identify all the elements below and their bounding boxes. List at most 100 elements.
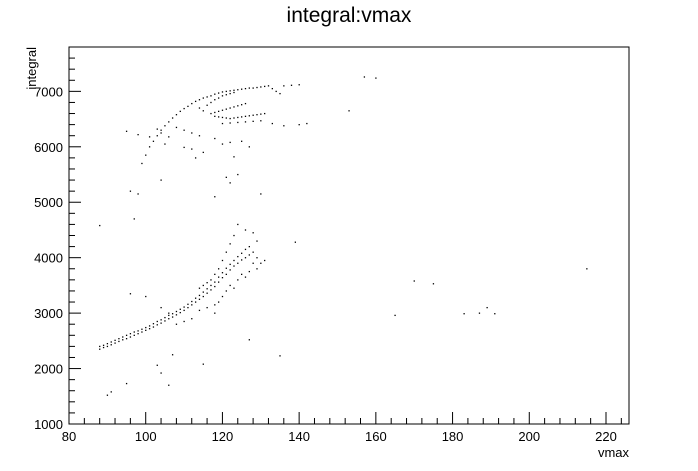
data-point: [125, 338, 128, 340]
data-point: [256, 86, 258, 89]
data-point: [191, 132, 193, 134]
data-point: [171, 117, 174, 119]
data-point: [229, 122, 231, 124]
data-point: [183, 146, 185, 149]
data-point: [229, 269, 231, 271]
x-tick-label: 140: [288, 429, 310, 444]
data-point: [122, 336, 124, 338]
data-point: [241, 140, 243, 142]
data-point: [137, 330, 139, 332]
data-point: [217, 276, 220, 278]
data-point: [252, 114, 254, 116]
data-point: [217, 301, 220, 303]
data-point: [214, 285, 216, 288]
data-point: [198, 309, 201, 312]
data-point: [187, 105, 189, 108]
data-point: [148, 146, 151, 148]
data-point: [252, 120, 254, 122]
data-point: [244, 229, 247, 231]
data-point: [221, 295, 224, 298]
data-point: [164, 320, 166, 322]
data-point: [164, 143, 166, 145]
data-point: [229, 263, 231, 266]
data-point: [237, 279, 239, 281]
data-point: [244, 121, 247, 123]
data-point: [214, 304, 216, 306]
data-point: [241, 88, 243, 90]
data-point: [148, 325, 151, 327]
data-point: [191, 148, 193, 150]
data-point: [233, 106, 235, 108]
x-tick-label: 100: [135, 429, 157, 444]
plot-frame: [68, 46, 630, 425]
data-point: [202, 151, 204, 154]
data-point: [306, 122, 308, 125]
data-point: [225, 267, 227, 269]
data-point: [229, 141, 231, 144]
data-point: [214, 115, 216, 118]
data-point: [183, 309, 185, 312]
data-point: [168, 314, 170, 317]
x-axis-label: vmax: [598, 445, 630, 460]
data-point: [214, 273, 216, 276]
data-point: [248, 245, 250, 248]
data-point: [217, 281, 220, 283]
data-point: [260, 120, 262, 122]
data-point: [202, 110, 204, 112]
data-point: [298, 84, 300, 86]
data-point: [217, 92, 220, 94]
data-point: [241, 116, 243, 118]
data-point: [225, 90, 227, 93]
data-point: [275, 90, 277, 93]
data-point: [244, 248, 247, 251]
data-point: [264, 85, 266, 88]
data-point: [248, 146, 250, 148]
data-point: [252, 262, 254, 264]
data-point: [145, 295, 147, 298]
data-point: [179, 311, 181, 314]
data-point: [214, 281, 216, 283]
data-point: [175, 126, 178, 129]
data-point: [194, 301, 197, 303]
data-point: [348, 110, 350, 112]
data-point: [156, 324, 158, 326]
data-point: [106, 343, 109, 345]
data-point: [187, 303, 189, 305]
data-point: [210, 284, 212, 287]
data-point: [156, 135, 158, 137]
data-point: [191, 300, 193, 303]
data-point: [221, 91, 224, 93]
data-point: [248, 270, 250, 273]
data-point: [244, 257, 247, 259]
data-point: [241, 273, 243, 276]
data-point: [145, 154, 147, 156]
data-point: [110, 391, 112, 393]
data-point: [102, 346, 105, 349]
data-point: [210, 289, 212, 291]
data-point: [225, 251, 227, 253]
data-point: [221, 95, 224, 97]
chart-title: integral:vmax: [286, 4, 412, 27]
data-point: [279, 92, 281, 95]
data-point: [110, 341, 112, 343]
data-point: [168, 312, 170, 314]
data-point: [432, 283, 435, 285]
data-point: [214, 312, 216, 314]
x-tick-label: 220: [595, 429, 617, 444]
data-point: [229, 182, 231, 184]
data-point: [244, 276, 247, 278]
data-point: [145, 326, 147, 329]
data-point: [294, 241, 297, 243]
data-point: [160, 319, 162, 321]
data-point: [237, 89, 239, 91]
y-tick-label: 5000: [34, 195, 63, 210]
data-point: [375, 77, 377, 79]
data-point: [279, 355, 281, 357]
data-point: [237, 223, 239, 226]
data-point: [210, 112, 212, 115]
y-tick-label: 1000: [34, 417, 63, 432]
data-point: [290, 84, 293, 86]
data-point: [221, 109, 224, 111]
data-point: [202, 291, 204, 293]
